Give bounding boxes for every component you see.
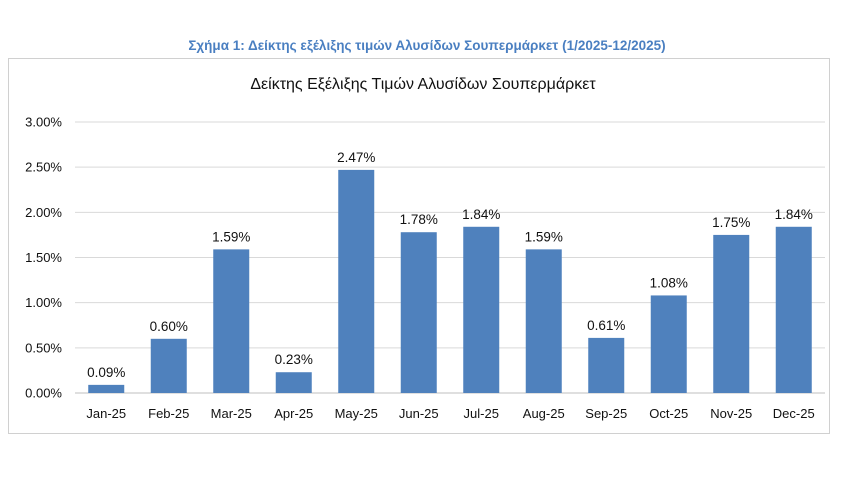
data-label: 1.78% <box>400 212 438 227</box>
x-tick-label: Jan-25 <box>86 406 126 421</box>
x-tick-label: Aug-25 <box>523 406 565 421</box>
bar <box>88 384 125 393</box>
data-label: 0.23% <box>275 352 313 367</box>
bar <box>713 234 750 393</box>
x-tick-label: Oct-25 <box>649 406 688 421</box>
data-label: 1.59% <box>212 229 250 244</box>
x-tick-label: Nov-25 <box>710 406 752 421</box>
y-tick-label: 3.00% <box>25 115 62 130</box>
x-tick-label: Jun-25 <box>399 406 439 421</box>
y-tick-label: 2.00% <box>25 205 62 220</box>
x-tick-label: Apr-25 <box>274 406 313 421</box>
data-label: 1.08% <box>650 275 688 290</box>
bar <box>525 249 562 393</box>
x-tick-label: Mar-25 <box>211 406 252 421</box>
bar <box>650 295 687 393</box>
data-label: 0.60% <box>150 319 188 334</box>
data-label: 2.47% <box>337 150 375 165</box>
data-label: 1.84% <box>775 207 813 222</box>
bar <box>213 249 250 393</box>
data-label: 1.84% <box>462 207 500 222</box>
bar <box>463 226 500 393</box>
chart-title: Δείκτης Εξέλιξης Τιμών Αλυσίδων Σουπερμά… <box>250 76 596 93</box>
y-tick-label: 1.50% <box>25 250 62 265</box>
data-label: 1.59% <box>525 229 563 244</box>
bar <box>150 338 187 393</box>
bar <box>400 232 437 393</box>
x-tick-label: Feb-25 <box>148 406 189 421</box>
y-tick-label: 1.00% <box>25 295 62 310</box>
y-tick-label: 0.50% <box>25 340 62 355</box>
bar <box>588 337 625 393</box>
data-label: 0.09% <box>87 365 125 380</box>
x-tick-label: Dec-25 <box>773 406 815 421</box>
x-tick-label: May-25 <box>335 406 378 421</box>
y-tick-label: 0.00% <box>25 386 62 401</box>
bar <box>275 372 312 393</box>
bar <box>775 226 812 393</box>
x-tick-label: Jul-25 <box>464 406 499 421</box>
bar <box>338 169 375 393</box>
figure-caption: Σχήμα 1: Δείκτης εξέλιξης τιμών Αλυσίδων… <box>188 38 666 53</box>
data-label: 0.61% <box>587 318 625 333</box>
x-tick-label: Sep-25 <box>585 406 627 421</box>
y-tick-label: 2.50% <box>25 160 62 175</box>
data-label: 1.75% <box>712 215 750 230</box>
